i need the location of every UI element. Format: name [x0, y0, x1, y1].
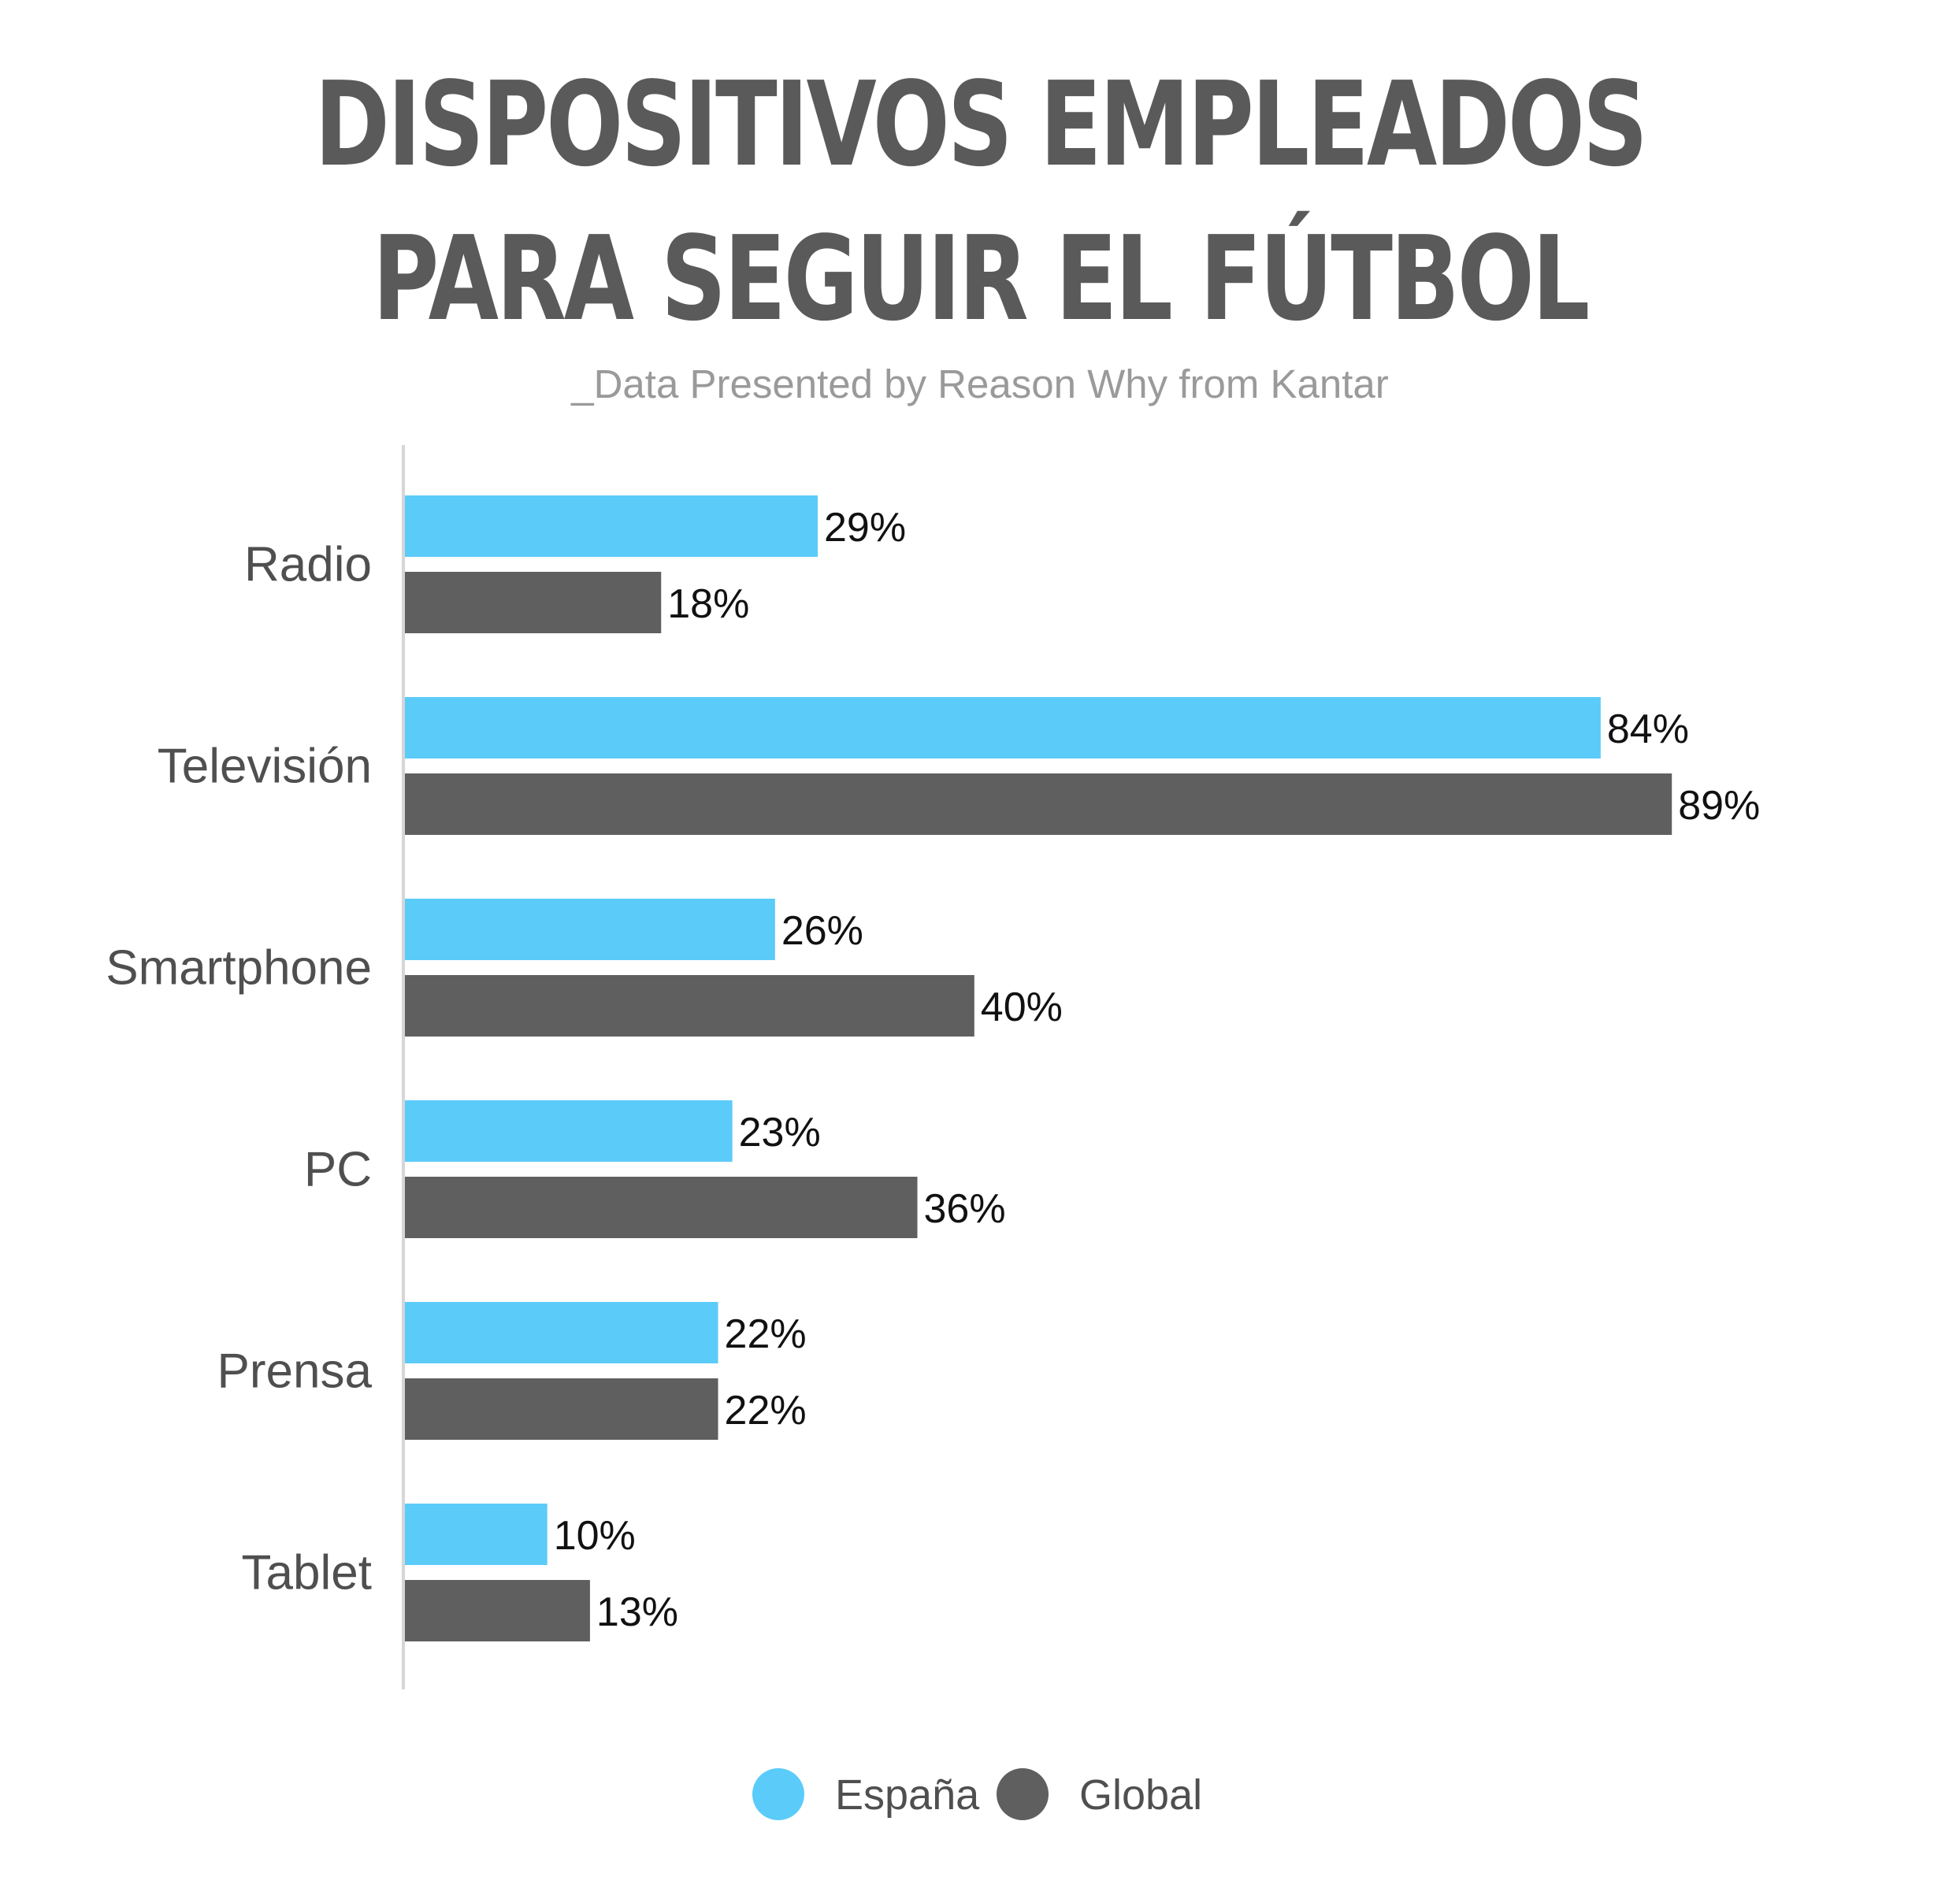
bar-global: [405, 773, 1672, 835]
data-label: 84%: [1607, 706, 1689, 752]
bar-global: [405, 975, 974, 1037]
category-label: PC: [304, 1143, 372, 1197]
bar-espana: [405, 1100, 733, 1162]
legend-marker: [752, 1768, 804, 1820]
data-label: 36%: [924, 1186, 1006, 1232]
data-label: 13%: [596, 1589, 678, 1635]
bar-global: [405, 572, 662, 633]
data-label: 40%: [981, 985, 1063, 1030]
data-label: 22%: [725, 1311, 807, 1357]
category-label: Radio: [244, 538, 372, 592]
category-label: Prensa: [217, 1344, 373, 1399]
bar-espana: [405, 495, 819, 557]
bar-global: [405, 1378, 718, 1440]
chart-title-line-1: DISPOSITIVOS EMPLEADOS: [314, 57, 1648, 192]
chart-title-line-2: PARA SEGUIR EL FÚTBOL: [372, 211, 1591, 347]
bar-espana: [405, 697, 1601, 758]
legend-marker: [997, 1768, 1049, 1820]
chart-title: DISPOSITIVOS EMPLEADOS PARA SEGUIR EL FÚ…: [216, 47, 1745, 356]
category-label: Smartphone: [106, 941, 372, 996]
category-label: Tablet: [242, 1546, 372, 1600]
legend-label: España: [835, 1771, 980, 1819]
category-label: Televisión: [158, 740, 372, 794]
legend-label: Global: [1079, 1771, 1202, 1819]
bar-global: [405, 1580, 590, 1641]
data-label: 18%: [667, 581, 749, 627]
bar-espana: [405, 1504, 548, 1565]
chart-subtitle: _Data Presented by Reason Why from Kanta…: [571, 362, 1389, 406]
data-label: 29%: [824, 505, 906, 551]
bar-global: [405, 1177, 918, 1238]
data-label: 10%: [554, 1513, 636, 1559]
data-label: 23%: [739, 1110, 821, 1155]
data-label: 22%: [725, 1388, 807, 1433]
bar-espana: [405, 1302, 718, 1363]
data-label: 26%: [781, 908, 863, 954]
bar-espana: [405, 899, 775, 960]
data-label: 89%: [1678, 783, 1760, 829]
